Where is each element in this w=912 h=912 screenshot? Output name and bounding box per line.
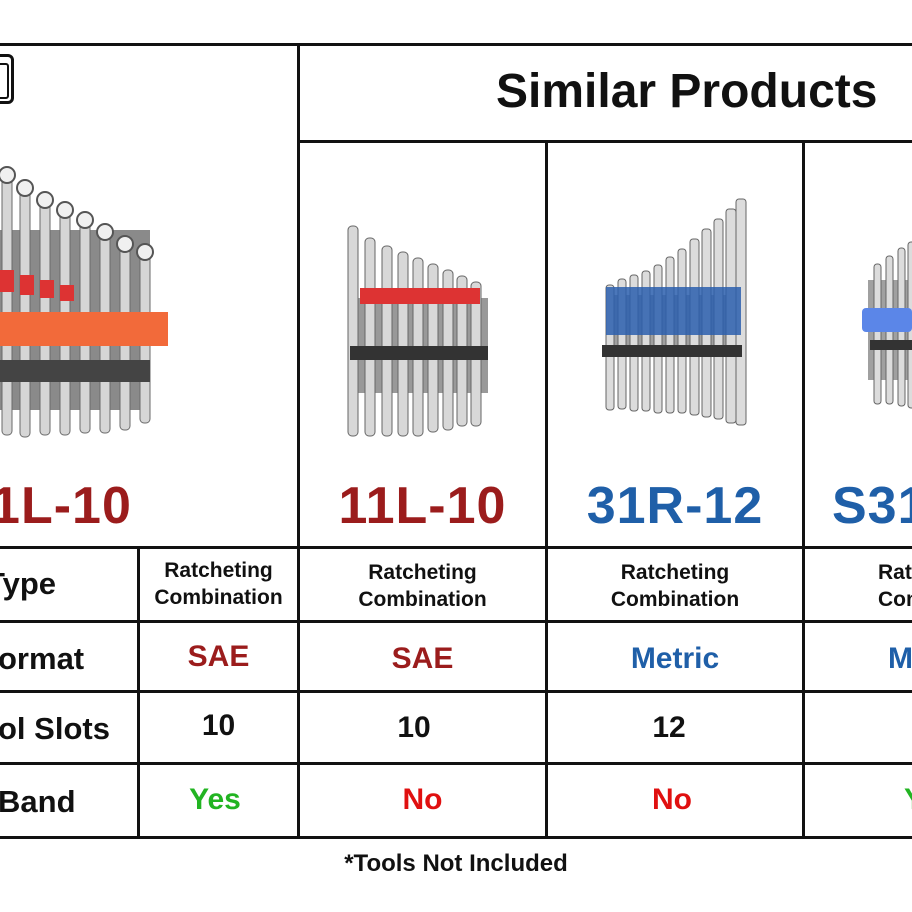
col-divider-label <box>137 546 140 839</box>
row-divider-3 <box>0 762 912 765</box>
row-divider-1 <box>0 620 912 623</box>
band-product-3: Y <box>904 783 912 817</box>
row-label-format: ormat <box>0 641 85 676</box>
product-image-11l-10 <box>347 225 488 437</box>
type-product-3: Rat Com <box>878 559 912 613</box>
format-main: SAE <box>187 640 250 673</box>
row-divider-2 <box>0 690 912 693</box>
col-divider-3 <box>802 140 805 839</box>
type-product-2: Ratcheting Combination <box>548 559 802 613</box>
band-product-1: No <box>402 783 443 816</box>
type-p3-line2: Com <box>878 588 912 611</box>
product-code-1: 11L-10 <box>338 477 507 535</box>
band-product-2: No <box>652 783 692 816</box>
row-label-slots: ol Slots <box>0 711 110 746</box>
type-p2-line2: Combination <box>610 588 740 611</box>
row-label-band: Band <box>0 784 76 819</box>
slots-product-2: 12 <box>652 711 686 744</box>
logo-icon <box>0 54 14 104</box>
table-bottom-border <box>0 836 912 839</box>
type-main-line1: Ratcheting <box>164 559 273 582</box>
type-p1-line1: Ratcheting <box>368 561 477 584</box>
col-divider-2 <box>545 140 548 839</box>
type-p1-line2: Combination <box>358 588 487 611</box>
type-product-1: Ratcheting Combination <box>300 559 545 613</box>
type-p2-line1: Ratcheting <box>620 561 730 584</box>
product-image-s31 <box>862 241 912 409</box>
type-main: Ratcheting Combination <box>140 557 297 611</box>
slots-product-1: 10 <box>397 711 431 744</box>
row-label-type: Type <box>0 566 57 601</box>
product-image-31r-12 <box>602 198 747 426</box>
table-top-border <box>0 546 912 549</box>
slots-main: 10 <box>201 709 236 742</box>
top-border <box>0 43 912 46</box>
product-code-3: S31 <box>832 477 912 535</box>
band-main: Yes <box>189 783 241 816</box>
format-product-1: SAE <box>391 642 454 675</box>
col-divider-main <box>297 43 300 839</box>
footer-note: *Tools Not Included <box>344 850 568 877</box>
format-product-2: Metric <box>630 642 720 675</box>
format-product-3: M <box>888 642 912 675</box>
main-product-image <box>0 166 168 438</box>
product-code-2: 31R-12 <box>586 477 764 535</box>
type-p3-line1: Rat <box>878 561 912 584</box>
main-product-code: 11L-10 <box>0 477 132 535</box>
page-title: Similar Products <box>496 65 878 118</box>
type-main-line2: Combination <box>154 586 283 609</box>
header-divider <box>298 140 912 143</box>
